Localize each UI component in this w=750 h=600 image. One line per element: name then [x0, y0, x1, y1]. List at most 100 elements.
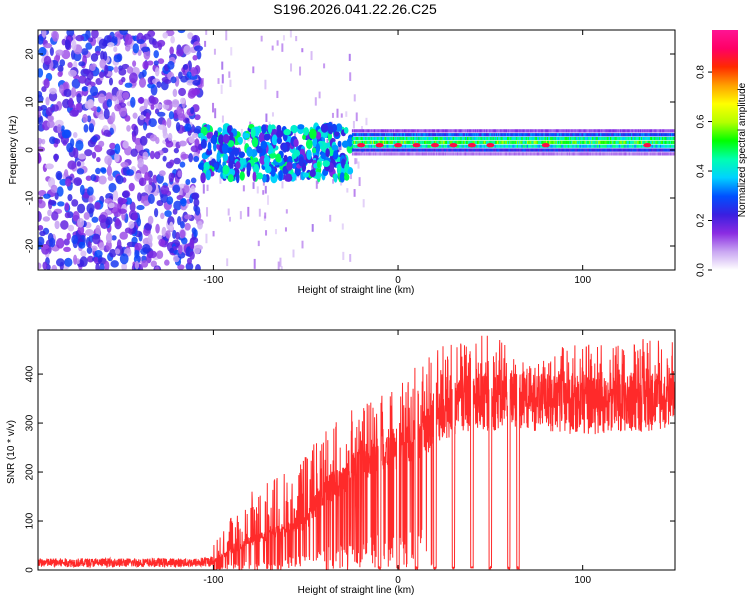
heatmap-cell	[176, 194, 184, 201]
heatmap-cell	[530, 140, 532, 144]
heatmap-cell	[573, 144, 575, 148]
heatmap-cell	[521, 152, 523, 156]
heatmap-cell	[379, 129, 381, 133]
heatmap-cell	[619, 148, 622, 152]
heatmap-cell	[393, 133, 396, 137]
heatmap-cell	[128, 220, 135, 229]
heatmap-cell	[375, 140, 377, 144]
heatmap-cell	[642, 140, 644, 144]
heatmap-cell	[38, 224, 44, 231]
heatmap-cell	[667, 133, 669, 137]
heatmap-cell	[459, 144, 461, 148]
heatmap-cell	[608, 129, 611, 133]
heatmap-cell	[617, 144, 620, 148]
heatmap-cell	[611, 129, 613, 133]
heatmap-cell	[408, 136, 410, 141]
heatmap-cell	[147, 82, 156, 89]
heatmap-cell	[614, 133, 616, 137]
heatmap-cell	[448, 136, 450, 141]
heatmap-cell	[658, 129, 661, 133]
heatmap-cell	[428, 152, 430, 156]
heatmap-cell	[64, 39, 71, 50]
heatmap-cell	[42, 216, 51, 222]
heatmap-cell	[389, 140, 391, 144]
heatmap-cell	[381, 133, 384, 137]
heatmap-cell	[656, 133, 658, 137]
heatmap-cell	[581, 152, 583, 156]
heatmap-cell	[457, 152, 459, 156]
heatmap-cell	[436, 136, 438, 141]
heatmap-cell	[616, 140, 618, 144]
heatmap-cell	[541, 136, 543, 141]
heatmap-cell	[365, 140, 367, 144]
heatmap-cell	[86, 203, 95, 214]
heatmap-cell	[446, 144, 448, 148]
heatmap-cell	[590, 140, 592, 144]
heatmap-cell	[436, 148, 438, 152]
heatmap-cell	[577, 148, 580, 152]
heatmap-cell	[403, 129, 406, 133]
heatmap-cell	[400, 136, 402, 141]
heatmap-cell	[163, 99, 173, 106]
heatmap-cell	[367, 133, 369, 137]
heatmap-cell	[399, 148, 401, 152]
heatmap-cell	[422, 136, 425, 141]
heatmap-cell	[591, 148, 593, 152]
heatmap-cell	[397, 152, 399, 156]
heatmap-cell	[399, 133, 401, 137]
heatmap-cell	[617, 129, 620, 133]
heatmap-cell	[562, 152, 564, 156]
heatmap-cell	[439, 129, 441, 133]
heatmap-cell	[386, 136, 388, 141]
heatmap-cell	[614, 136, 616, 141]
heatmap-cell	[432, 152, 435, 156]
heatmap-cell	[622, 136, 624, 141]
heatmap-cell	[387, 152, 389, 156]
heatmap-cell	[480, 140, 482, 144]
heatmap-cell	[578, 144, 581, 148]
heatmap-cell	[554, 152, 556, 156]
heatmap-cell	[555, 129, 558, 133]
heatmap-cell	[190, 177, 197, 184]
heatmap-cell	[604, 144, 606, 148]
heatmap-cell	[440, 129, 442, 133]
heatmap-cell	[627, 129, 630, 133]
heatmap-cell	[506, 129, 509, 133]
heatmap-cell	[384, 152, 386, 156]
heatmap-cell	[499, 148, 501, 152]
heatmap-cell	[669, 136, 672, 141]
heatmap-cell	[562, 133, 564, 137]
heatmap-cell	[367, 148, 369, 152]
heatmap-cell	[442, 140, 445, 144]
heatmap-cell	[605, 140, 607, 144]
heatmap-cell	[412, 152, 415, 156]
heatmap-cell	[502, 136, 504, 141]
heatmap-cell	[459, 140, 461, 144]
heatmap-cell	[614, 144, 616, 148]
heatmap-cell	[477, 129, 479, 133]
heatmap-cell	[194, 114, 201, 121]
heatmap-cell	[449, 152, 451, 156]
heatmap-cell	[506, 144, 509, 148]
heatmap-cell	[480, 136, 482, 141]
heatmap-cell	[354, 152, 356, 156]
heatmap-cell	[559, 140, 561, 144]
heatmap-cell	[481, 140, 483, 144]
heatmap-cell	[636, 129, 638, 133]
heatmap-cell	[552, 148, 554, 152]
heatmap-cell	[256, 186, 259, 194]
heatmap-cell	[411, 136, 414, 141]
heatmap-cell	[526, 133, 529, 137]
heatmap-cell	[555, 140, 558, 144]
heatmap-cell	[521, 136, 523, 141]
heatmap-cell	[73, 177, 83, 186]
heatmap-cell	[281, 181, 284, 189]
heatmap-cell	[591, 136, 593, 141]
heatmap-cell	[635, 144, 637, 148]
heatmap-cell	[521, 148, 523, 152]
heatmap-cell	[193, 45, 203, 52]
heatmap-cell	[181, 237, 188, 245]
heatmap-cell	[623, 148, 625, 152]
heatmap-cell	[557, 144, 560, 148]
heatmap-cell	[554, 148, 556, 152]
